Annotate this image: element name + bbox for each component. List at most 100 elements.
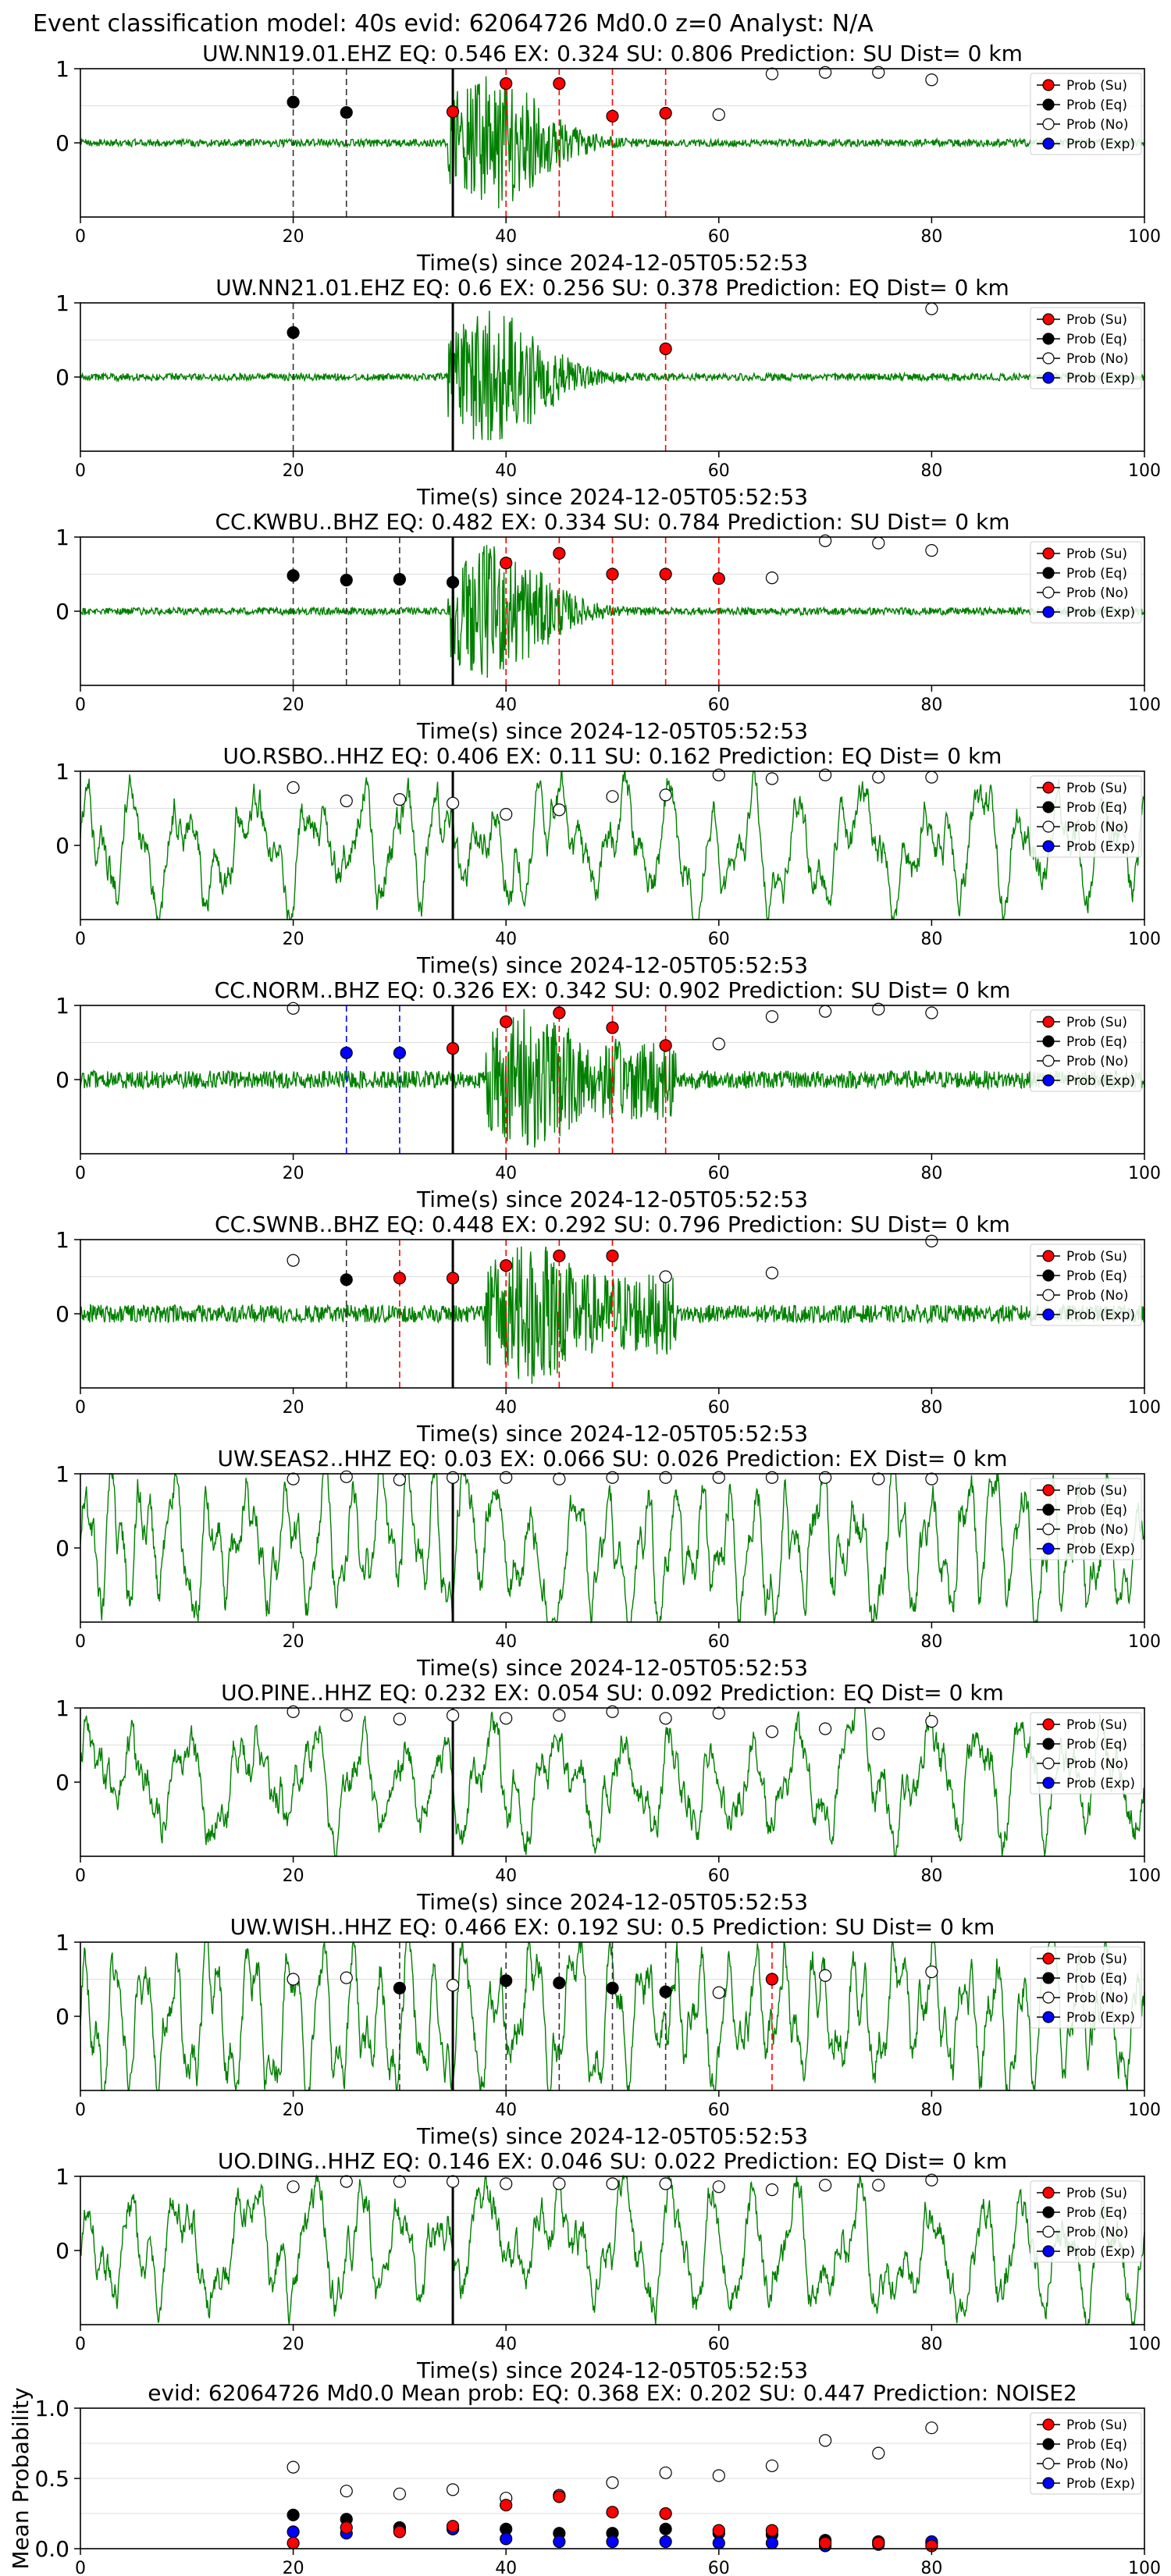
legend-box [1030,1009,1142,1092]
legend-label: Prob (Eq) [1066,1503,1127,1518]
legend-label: Prob (Exp) [1066,2244,1135,2260]
x-tick-label: 0 [75,2101,86,2120]
prob-marker-no [606,2476,619,2489]
prob-marker-no [446,1709,460,1722]
prob-marker-exp [500,2532,513,2546]
prob-marker-no [872,66,885,79]
y-tick-label: 1 [55,759,69,785]
legend-marker-no [1042,2226,1055,2238]
y-tick-label: 1 [55,993,69,1019]
x-axis-label: Time(s) since 2024-12-05T05:52:53 [416,1187,808,1212]
prob-marker-no [872,1002,885,1016]
legend-marker-su [1042,1484,1055,1496]
prob-marker-no [712,108,725,121]
legend-marker-su [1042,313,1055,326]
prob-marker-no [712,1706,725,1720]
legend-label: Prob (Su) [1066,546,1127,562]
prob-marker-no [340,794,353,808]
prob-marker-no [712,1986,725,1999]
chart-title: UO.PINE..HHZ EQ: 0.232 EX: 0.054 SU: 0.0… [221,1680,1004,1706]
x-tick-label: 100 [1128,461,1161,481]
figure-title: Event classification model: 40s evid: 62… [33,10,874,37]
legend-box [1030,2180,1142,2263]
legend-label: Prob (No) [1066,820,1129,835]
x-tick-label: 100 [1128,930,1161,949]
legend-label: Prob (No) [1066,1288,1129,1304]
x-tick-label: 60 [708,2335,730,2354]
x-tick-label: 20 [283,1398,304,1418]
prob-marker-no [925,543,938,557]
chart-title: UW.SEAS2..HHZ EQ: 0.03 EX: 0.066 SU: 0.0… [218,1446,1008,1471]
y-tick-label: 1 [55,1227,69,1253]
legend-label: Prob (Su) [1066,1015,1127,1030]
prob-marker-no [925,1965,938,1979]
y-tick-label: 1 [55,2164,69,2190]
x-tick-label: 20 [283,227,304,247]
y-tick-label: 1 [55,290,69,316]
prob-marker-no [765,772,779,785]
prob-marker-su [553,76,566,91]
y-tick-label: 1 [55,525,69,550]
x-tick-label: 80 [920,1866,942,1886]
prob-marker-su [553,546,566,560]
chart-title: UW.WISH..HHZ EQ: 0.466 EX: 0.192 SU: 0.5… [230,1914,995,1940]
legend-label: Prob (No) [1066,1991,1129,2006]
y-tick-label: 1 [55,1695,69,1721]
x-tick-label: 60 [708,1398,730,1418]
prob-marker-no [712,768,725,781]
prob-marker-su [500,76,513,91]
x-tick-label: 40 [495,227,517,247]
chart-panel-11: evid: 62064726 Md0.0 Mean prob: EQ: 0.36… [8,2380,1161,2576]
legend-label: Prob (Su) [1066,2418,1127,2433]
legend-marker-su [1042,781,1055,794]
y-tick-label: 1 [55,1930,69,1955]
x-tick-label: 100 [1128,1632,1161,1652]
x-tick-label: 20 [283,1164,304,1183]
prob-marker-no [287,1002,300,1015]
x-tick-label: 40 [495,1164,517,1183]
legend-box [1030,775,1142,858]
prob-marker-no [340,1470,353,1483]
legend-label: Prob (Eq) [1066,98,1127,113]
prob-marker-no [925,770,938,784]
legend-label: Prob (Exp) [1066,839,1135,855]
chart-panel-1: UW.NN19.01.EHZ EQ: 0.546 EX: 0.324 SU: 0… [55,41,1161,276]
legend-marker-no [1042,586,1055,599]
chart-panel-10: UO.DING..HHZ EQ: 0.146 EX: 0.046 SU: 0.0… [55,2148,1161,2383]
x-tick-label: 0 [75,1398,86,1418]
prob-marker-su [606,1021,619,1034]
x-tick-label: 100 [1128,227,1161,247]
legend-box [1030,2412,1142,2495]
legend-marker-exp [1042,1308,1055,1321]
legend-label: Prob (No) [1066,1756,1129,1772]
legend-label: Prob (Eq) [1066,2437,1127,2453]
chart-panel-7: UW.SEAS2..HHZ EQ: 0.03 EX: 0.066 SU: 0.0… [55,1446,1161,1681]
prob-marker-no [287,2180,300,2194]
legend-box [1030,1946,1142,2029]
prob-marker-su [287,2536,300,2549]
x-tick-label: 60 [708,227,730,247]
x-tick-label: 80 [920,1632,942,1652]
prob-marker-su [446,105,460,119]
legend-label: Prob (Su) [1066,1483,1127,1499]
legend-marker-eq [1042,2206,1055,2218]
legend-label: Prob (No) [1066,117,1129,133]
prob-marker-su [872,2536,885,2549]
prob-marker-no [553,1709,566,1722]
prob-marker-exp [393,1046,406,1059]
chart-title: UW.NN21.01.EHZ EQ: 0.6 EX: 0.256 SU: 0.3… [215,275,1009,301]
prob-marker-no [818,66,832,79]
y-tick-label: 0 [55,2004,69,2030]
prob-marker-su [659,342,672,355]
legend-label: Prob (Eq) [1066,1034,1127,1050]
x-tick-label: 20 [283,2335,304,2354]
prob-marker-eq [340,573,353,587]
prob-marker-no [765,1471,779,1484]
legend-marker-no [1042,1991,1055,2004]
y-tick-label: 1 [55,1461,69,1487]
prob-marker-no [393,2487,406,2500]
prob-marker-no [606,1705,619,1718]
prob-marker-no [446,796,460,809]
prob-marker-no [287,1705,300,1718]
prob-marker-no [925,302,938,315]
